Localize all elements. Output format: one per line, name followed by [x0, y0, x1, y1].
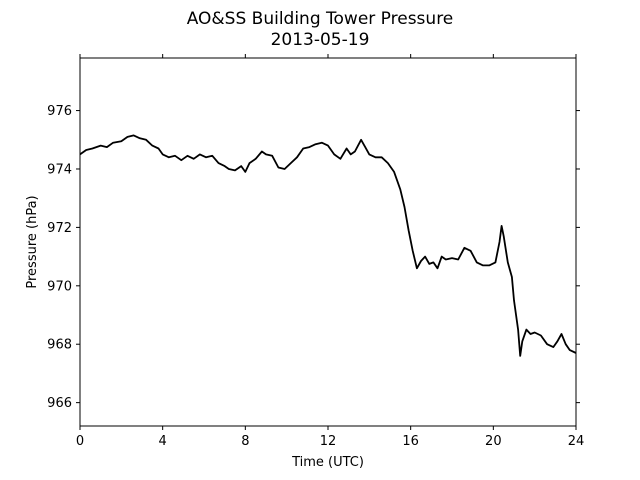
x-tick-label: 24: [568, 434, 585, 449]
y-tick-label: 974: [47, 162, 72, 177]
y-tick-label: 970: [47, 279, 72, 294]
x-tick-label: 20: [485, 434, 502, 449]
y-tick-label: 972: [47, 221, 72, 236]
pressure-line: [79, 134, 577, 357]
chart-subtitle: 2013-05-19: [271, 30, 370, 50]
tick-group: 0 4 8 12 16 20 24 966 968 970 972 974 976: [47, 54, 584, 449]
y-axis-label: Pressure (hPa): [25, 195, 40, 288]
x-axis-label: Time (UTC): [291, 455, 364, 470]
y-tick-label: 976: [47, 104, 72, 119]
x-tick-label: 16: [402, 434, 419, 449]
plot-frame: [79, 57, 577, 427]
x-tick-label: 12: [320, 434, 337, 449]
chart-title: AO&SS Building Tower Pressure: [187, 9, 454, 29]
x-tick-label: 8: [241, 434, 249, 449]
x-tick-label: 4: [159, 434, 167, 449]
y-tick-label: 968: [47, 338, 72, 353]
x-tick-label: 0: [76, 434, 84, 449]
y-tick-label: 966: [47, 396, 72, 411]
